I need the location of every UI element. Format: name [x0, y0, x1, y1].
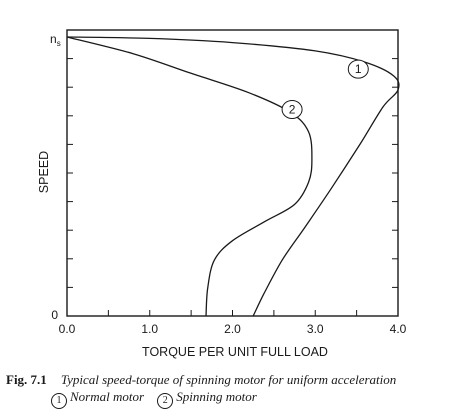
y-axis-ticks [67, 58, 398, 288]
x-axis-label: TORQUE PER UNIT FULL LOAD [142, 345, 328, 359]
x-tick-label: 2.0 [224, 322, 241, 336]
x-tick-label: 0.0 [59, 322, 76, 336]
curves [66, 36, 400, 317]
curve-label-circle-1 [347, 59, 369, 79]
figure-number: Fig. 7.1 [6, 372, 47, 387]
x-tick-label: 3.0 [307, 322, 324, 336]
figure-caption: Fig. 7.1 Typical speed-torque of spinning… [6, 371, 454, 409]
legend-text-2: Spinning motor [176, 389, 257, 404]
legend-text-1: Normal motor [70, 389, 145, 404]
caption-text: Typical speed-torque of spinning motor f… [60, 372, 397, 387]
x-axis-ticks: 0.0 1.0 2.0 3.0 4.0 [59, 310, 407, 336]
curve-2 [66, 36, 313, 317]
caption-legend: 1 Normal motor 2 Spinning motor [6, 388, 454, 409]
plot-frame [66, 29, 399, 317]
curve-1 [66, 36, 400, 317]
y-tick-ns: ns [50, 32, 61, 48]
curve-label-circle-2 [281, 100, 303, 120]
curve-label-2: 2 [289, 103, 296, 117]
curve-label-1: 1 [355, 62, 362, 76]
y-tick-zero: 0 [51, 308, 58, 322]
legend-mark-1: 1 [51, 393, 67, 409]
x-tick-label: 4.0 [390, 322, 407, 336]
legend-mark-2: 2 [157, 393, 174, 409]
curve-labels: 12 [281, 59, 369, 120]
x-tick-label: 1.0 [141, 322, 158, 336]
y-axis-label: SPEED [37, 151, 51, 193]
speed-torque-chart: 0.0 1.0 2.0 3.0 4.0 12 ns 0 SPEED TORQUE PER… [37, 29, 407, 359]
